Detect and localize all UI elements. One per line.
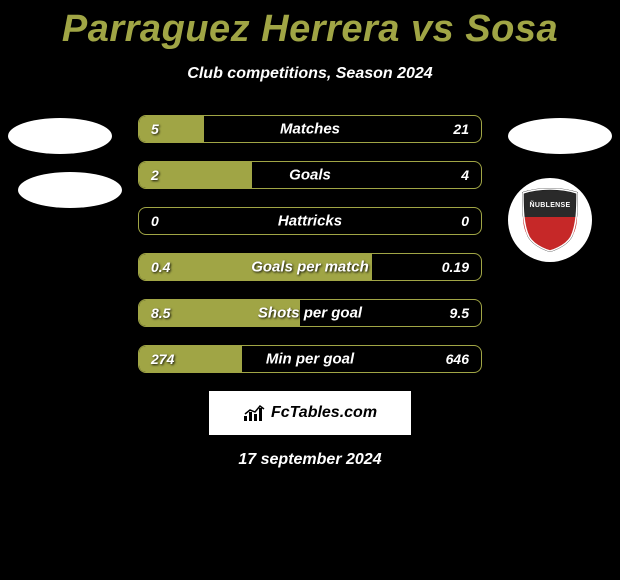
player-left-badge [8,118,112,154]
bar-value-left: 5 [151,121,159,137]
stat-bar: 5 21 Matches [138,115,482,143]
date: 17 september 2024 [0,451,620,469]
bar-label: Matches [280,121,340,138]
bar-value-right: 646 [446,351,469,367]
stat-bar: 0 0 Hattricks [138,207,482,235]
stats-bars: 5 21 Matches 2 4 Goals 0 0 Hattricks 0.4 0.19 Goals… [138,115,482,373]
player-left-badge-2 [18,172,122,208]
shield-icon [519,187,581,253]
stat-bar: 0.4 0.19 Goals per match [138,253,482,281]
page-title: Parraguez Herrera vs Sosa [0,0,620,51]
bar-label: Goals per match [251,259,369,276]
bar-value-right: 9.5 [450,305,469,321]
club-right-logo: ÑUBLENSE [508,178,592,262]
bar-value-left: 0.4 [151,259,170,275]
club-right-name: ÑUBLENSE [530,202,571,209]
brand-box: FcTables.com [209,391,411,435]
bar-fill-left [139,116,204,142]
bar-value-left: 274 [151,351,174,367]
chart-icon [243,404,267,422]
subtitle: Club competitions, Season 2024 [0,65,620,83]
bar-value-right: 4 [461,167,469,183]
bar-label: Hattricks [278,213,342,230]
bar-value-left: 0 [151,213,159,229]
brand-text: FcTables.com [271,404,377,422]
bar-value-left: 2 [151,167,159,183]
stat-bar: 274 646 Min per goal [138,345,482,373]
bar-value-right: 0.19 [442,259,469,275]
bar-label: Goals [289,167,331,184]
bar-label: Shots per goal [258,305,362,322]
bar-value-right: 0 [461,213,469,229]
stat-bar: 2 4 Goals [138,161,482,189]
player-right-badge [508,118,612,154]
stat-bar: 8.5 9.5 Shots per goal [138,299,482,327]
bar-value-right: 21 [453,121,469,137]
bar-value-left: 8.5 [151,305,170,321]
bar-label: Min per goal [266,351,354,368]
